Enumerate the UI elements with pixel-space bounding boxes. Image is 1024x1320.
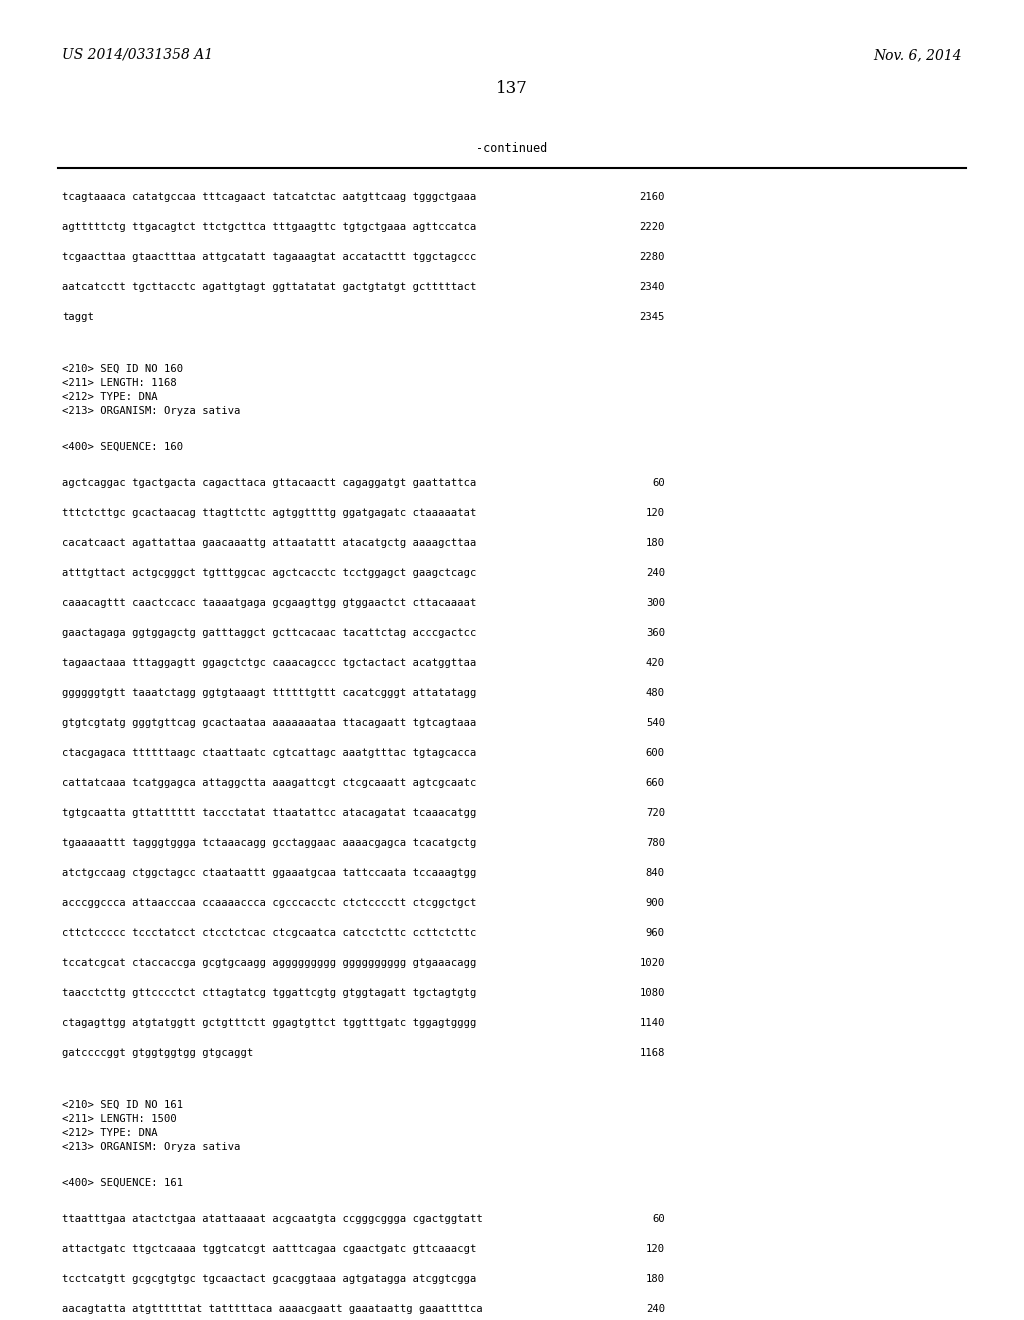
Text: 2220: 2220 xyxy=(640,222,665,232)
Text: US 2014/0331358 A1: US 2014/0331358 A1 xyxy=(62,48,213,62)
Text: 660: 660 xyxy=(646,777,665,788)
Text: 2160: 2160 xyxy=(640,191,665,202)
Text: attactgatc ttgctcaaaa tggtcatcgt aatttcagaa cgaactgatc gttcaaacgt: attactgatc ttgctcaaaa tggtcatcgt aatttca… xyxy=(62,1243,476,1254)
Text: tcgaacttaa gtaactttaa attgcatatt tagaaagtat accatacttt tggctagccc: tcgaacttaa gtaactttaa attgcatatt tagaaag… xyxy=(62,252,476,261)
Text: tcagtaaaca catatgccaa tttcagaact tatcatctac aatgttcaag tgggctgaaa: tcagtaaaca catatgccaa tttcagaact tatcatc… xyxy=(62,191,476,202)
Text: gaactagaga ggtggagctg gatttaggct gcttcacaac tacattctag acccgactcc: gaactagaga ggtggagctg gatttaggct gcttcac… xyxy=(62,628,476,638)
Text: cacatcaact agattattaa gaacaaattg attaatattt atacatgctg aaaagcttaa: cacatcaact agattattaa gaacaaattg attaata… xyxy=(62,539,476,548)
Text: aatcatcctt tgcttacctc agattgtagt ggttatatat gactgtatgt gctttttact: aatcatcctt tgcttacctc agattgtagt ggttata… xyxy=(62,282,476,292)
Text: atttgttact actgcgggct tgtttggcac agctcacctc tcctggagct gaagctcagc: atttgttact actgcgggct tgtttggcac agctcac… xyxy=(62,568,476,578)
Text: 1020: 1020 xyxy=(640,958,665,968)
Text: 137: 137 xyxy=(496,81,528,96)
Text: ttaatttgaa atactctgaa atattaaaat acgcaatgta ccgggcggga cgactggtatt: ttaatttgaa atactctgaa atattaaaat acgcaat… xyxy=(62,1214,482,1224)
Text: 420: 420 xyxy=(646,657,665,668)
Text: 2280: 2280 xyxy=(640,252,665,261)
Text: tcctcatgtt gcgcgtgtgc tgcaactact gcacggtaaa agtgatagga atcggtcgga: tcctcatgtt gcgcgtgtgc tgcaactact gcacggt… xyxy=(62,1274,476,1284)
Text: 600: 600 xyxy=(646,748,665,758)
Text: 960: 960 xyxy=(646,928,665,939)
Text: 2340: 2340 xyxy=(640,282,665,292)
Text: 1168: 1168 xyxy=(640,1048,665,1059)
Text: tagaactaaa tttaggagtt ggagctctgc caaacagccc tgctactact acatggttaa: tagaactaaa tttaggagtt ggagctctgc caaacag… xyxy=(62,657,476,668)
Text: gatccccggt gtggtggtgg gtgcaggt: gatccccggt gtggtggtgg gtgcaggt xyxy=(62,1048,253,1059)
Text: ggggggtgtt taaatctagg ggtgtaaagt ttttttgttt cacatcgggt attatatagg: ggggggtgtt taaatctagg ggtgtaaagt ttttttg… xyxy=(62,688,476,698)
Text: 1140: 1140 xyxy=(640,1018,665,1028)
Text: taacctcttg gttcccctct cttagtatcg tggattcgtg gtggtagatt tgctagtgtg: taacctcttg gttcccctct cttagtatcg tggattc… xyxy=(62,987,476,998)
Text: tgaaaaattt tagggtggga tctaaacagg gcctaggaac aaaacgagca tcacatgctg: tgaaaaattt tagggtggga tctaaacagg gcctagg… xyxy=(62,838,476,847)
Text: <213> ORGANISM: Oryza sativa: <213> ORGANISM: Oryza sativa xyxy=(62,407,241,416)
Text: Nov. 6, 2014: Nov. 6, 2014 xyxy=(873,48,962,62)
Text: 1080: 1080 xyxy=(640,987,665,998)
Text: 780: 780 xyxy=(646,838,665,847)
Text: taggt: taggt xyxy=(62,312,94,322)
Text: tttctcttgc gcactaacag ttagttcttc agtggttttg ggatgagatc ctaaaaatat: tttctcttgc gcactaacag ttagttcttc agtggtt… xyxy=(62,508,476,517)
Text: atctgccaag ctggctagcc ctaataattt ggaaatgcaa tattccaata tccaaagtgg: atctgccaag ctggctagcc ctaataattt ggaaatg… xyxy=(62,869,476,878)
Text: caaacagttt caactccacc taaaatgaga gcgaagttgg gtggaactct cttacaaaat: caaacagttt caactccacc taaaatgaga gcgaagt… xyxy=(62,598,476,609)
Text: 900: 900 xyxy=(646,898,665,908)
Text: aacagtatta atgttttttat tatttttaca aaaacgaatt gaaataattg gaaattttca: aacagtatta atgttttttat tatttttaca aaaacg… xyxy=(62,1304,482,1313)
Text: agtttttctg ttgacagtct ttctgcttca tttgaagttc tgtgctgaaa agttccatca: agtttttctg ttgacagtct ttctgcttca tttgaag… xyxy=(62,222,476,232)
Text: cattatcaaa tcatggagca attaggctta aaagattcgt ctcgcaaatt agtcgcaatc: cattatcaaa tcatggagca attaggctta aaagatt… xyxy=(62,777,476,788)
Text: 180: 180 xyxy=(646,1274,665,1284)
Text: 540: 540 xyxy=(646,718,665,729)
Text: 2345: 2345 xyxy=(640,312,665,322)
Text: 180: 180 xyxy=(646,539,665,548)
Text: 60: 60 xyxy=(652,478,665,488)
Text: <400> SEQUENCE: 161: <400> SEQUENCE: 161 xyxy=(62,1177,183,1188)
Text: <212> TYPE: DNA: <212> TYPE: DNA xyxy=(62,392,158,403)
Text: 120: 120 xyxy=(646,1243,665,1254)
Text: 240: 240 xyxy=(646,568,665,578)
Text: <400> SEQUENCE: 160: <400> SEQUENCE: 160 xyxy=(62,442,183,451)
Text: 360: 360 xyxy=(646,628,665,638)
Text: 120: 120 xyxy=(646,508,665,517)
Text: 240: 240 xyxy=(646,1304,665,1313)
Text: ctagagttgg atgtatggtt gctgtttctt ggagtgttct tggtttgatc tggagtgggg: ctagagttgg atgtatggtt gctgtttctt ggagtgt… xyxy=(62,1018,476,1028)
Text: ctacgagaca ttttttaagc ctaattaatc cgtcattagc aaatgtttac tgtagcacca: ctacgagaca ttttttaagc ctaattaatc cgtcatt… xyxy=(62,748,476,758)
Text: -continued: -continued xyxy=(476,143,548,154)
Text: tccatcgcat ctaccaccga gcgtgcaagg aggggggggg gggggggggg gtgaaacagg: tccatcgcat ctaccaccga gcgtgcaagg agggggg… xyxy=(62,958,476,968)
Text: 840: 840 xyxy=(646,869,665,878)
Text: cttctccccc tccctatcct ctcctctcac ctcgcaatca catcctcttc ccttctcttc: cttctccccc tccctatcct ctcctctcac ctcgcaa… xyxy=(62,928,476,939)
Text: 60: 60 xyxy=(652,1214,665,1224)
Text: 720: 720 xyxy=(646,808,665,818)
Text: 300: 300 xyxy=(646,598,665,609)
Text: <213> ORGANISM: Oryza sativa: <213> ORGANISM: Oryza sativa xyxy=(62,1142,241,1152)
Text: tgtgcaatta gttatttttt taccctatat ttaatattcc atacagatat tcaaacatgg: tgtgcaatta gttatttttt taccctatat ttaatat… xyxy=(62,808,476,818)
Text: 480: 480 xyxy=(646,688,665,698)
Text: <210> SEQ ID NO 161: <210> SEQ ID NO 161 xyxy=(62,1100,183,1110)
Text: gtgtcgtatg gggtgttcag gcactaataa aaaaaaataa ttacagaatt tgtcagtaaa: gtgtcgtatg gggtgttcag gcactaataa aaaaaaa… xyxy=(62,718,476,729)
Text: <212> TYPE: DNA: <212> TYPE: DNA xyxy=(62,1129,158,1138)
Text: <210> SEQ ID NO 160: <210> SEQ ID NO 160 xyxy=(62,364,183,374)
Text: acccggccca attaacccaa ccaaaaccca cgcccacctc ctctcccctt ctcggctgct: acccggccca attaacccaa ccaaaaccca cgcccac… xyxy=(62,898,476,908)
Text: <211> LENGTH: 1168: <211> LENGTH: 1168 xyxy=(62,378,177,388)
Text: agctcaggac tgactgacta cagacttaca gttacaactt cagaggatgt gaattattca: agctcaggac tgactgacta cagacttaca gttacaa… xyxy=(62,478,476,488)
Text: <211> LENGTH: 1500: <211> LENGTH: 1500 xyxy=(62,1114,177,1125)
